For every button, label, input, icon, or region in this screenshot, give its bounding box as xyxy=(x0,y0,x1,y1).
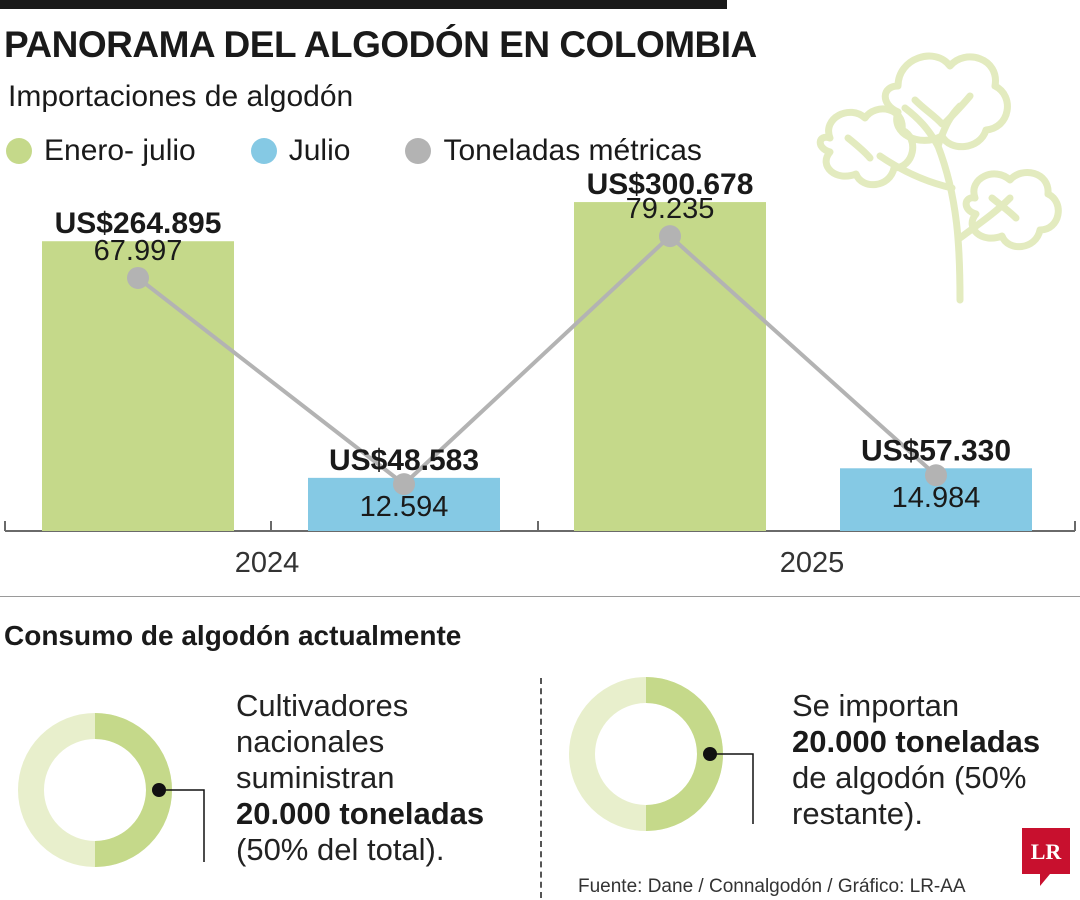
chart-subtitle: Importaciones de algodón xyxy=(8,80,354,113)
legend-label-toneladas: Toneladas métricas xyxy=(443,134,702,167)
bar-enero-julio-2025 xyxy=(574,202,766,532)
top-rule xyxy=(0,0,727,9)
source-credit: Fuente: Dane / Connalgodón / Gráfico: LR… xyxy=(578,876,966,897)
imports-line-3: de algodón (50% xyxy=(792,760,1027,795)
point-toneladas xyxy=(393,473,415,496)
legend-swatch-enero-julio xyxy=(6,138,32,164)
legend-item-julio: Julio xyxy=(250,134,351,168)
x-tick-label: 2025 xyxy=(780,547,845,579)
bar-value-label: US$300.678 xyxy=(587,170,754,201)
point-value-label: 67.997 xyxy=(94,235,183,267)
consumption-title: Consumo de algodón actualmente xyxy=(4,620,462,651)
donut-pointer-line xyxy=(710,753,754,824)
national-supply-text: Cultivadores nacionales suministran 20.0… xyxy=(236,688,484,868)
national-share-text: (50% del total). xyxy=(236,832,445,867)
imports-chart: US$264.895 US$48.583 US$300.678 US$57.330 67… xyxy=(4,170,1076,579)
national-line-1: Cultivadores xyxy=(236,688,409,723)
legend-item-enero-julio: Enero- julio xyxy=(6,134,196,168)
donut-pointer-line xyxy=(159,789,205,862)
lr-logo-text: LR xyxy=(1031,839,1063,864)
point-toneladas xyxy=(127,266,149,289)
page-title: PANORAMA DEL ALGODÓN EN COLOMBIA xyxy=(4,24,757,65)
line-toneladas xyxy=(136,233,938,487)
point-toneladas xyxy=(659,225,681,248)
bar-value-label: US$264.895 xyxy=(55,207,222,240)
imports-supply-text: Se importan 20.000 toneladas de algodón … xyxy=(792,688,1040,832)
donut-chart-national xyxy=(18,713,205,867)
donut-share xyxy=(645,677,723,831)
point-value-label: 14.984 xyxy=(892,482,981,514)
column-divider xyxy=(540,678,542,898)
imports-line-1: Se importan xyxy=(792,688,960,723)
x-tick-label: 2024 xyxy=(235,547,300,579)
cotton-plant-icon xyxy=(816,52,1062,304)
bar-enero-julio-2024 xyxy=(42,241,234,531)
point-value-label: 79.235 xyxy=(626,193,715,225)
national-tonnage: 20.000 toneladas xyxy=(236,796,485,831)
national-line-3: suministran xyxy=(236,760,395,795)
point-value-label: 12.594 xyxy=(360,491,449,523)
legend-item-toneladas: Toneladas métricas xyxy=(405,134,702,168)
legend-label-julio: Julio xyxy=(288,134,351,167)
section-divider xyxy=(0,596,1080,597)
legend-swatch-toneladas xyxy=(405,138,432,164)
legend-label-enero-julio: Enero- julio xyxy=(44,134,196,167)
imports-line-4: restante). xyxy=(792,796,923,831)
point-toneladas xyxy=(925,464,947,487)
donut-chart-imports xyxy=(569,677,754,831)
imports-tonnage: 20.000 toneladas xyxy=(792,724,1041,759)
legend: Enero- julio Julio Toneladas métricas xyxy=(6,134,702,168)
legend-swatch-julio xyxy=(250,138,277,164)
bar-value-label: US$48.583 xyxy=(329,444,479,477)
national-line-2: nacionales xyxy=(236,724,385,759)
lr-logo: LR xyxy=(1022,828,1070,886)
donut-share xyxy=(94,713,172,867)
bar-value-label: US$57.330 xyxy=(861,434,1011,467)
